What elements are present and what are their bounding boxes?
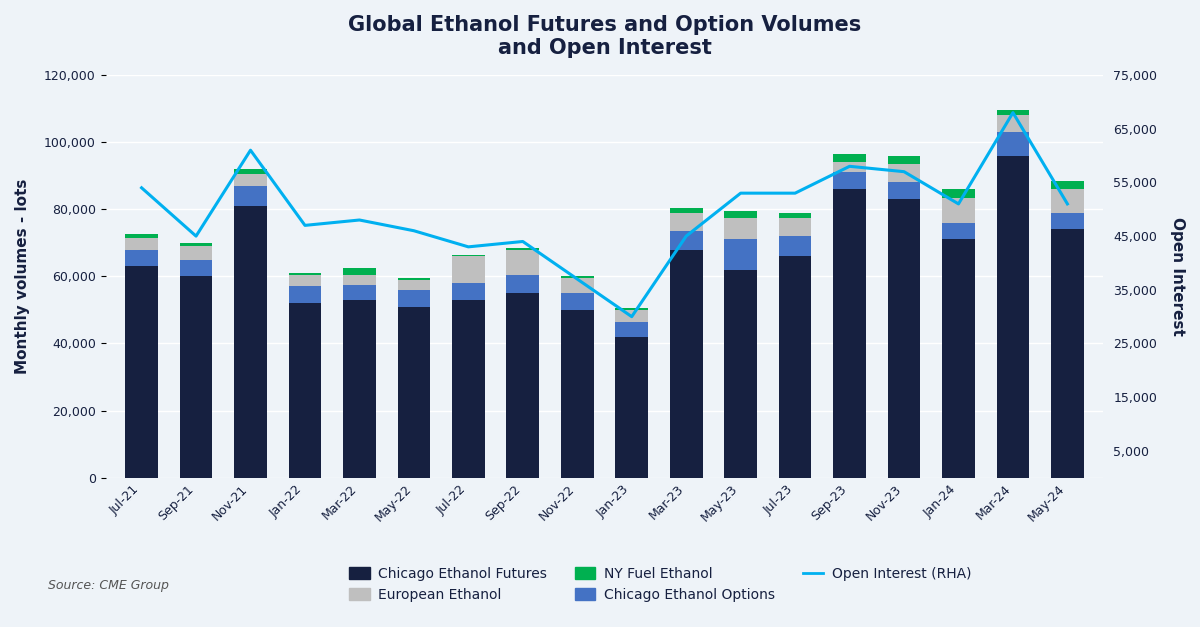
Title: Global Ethanol Futures and Option Volumes
and Open Interest: Global Ethanol Futures and Option Volume… — [348, 15, 862, 58]
Bar — [180, 260, 212, 277]
Bar — [997, 155, 1030, 478]
Bar — [289, 303, 322, 478]
Bar — [506, 248, 539, 250]
Bar — [779, 256, 811, 478]
Bar — [779, 213, 811, 218]
Bar — [1051, 189, 1084, 213]
Bar — [670, 213, 702, 231]
Bar — [560, 277, 594, 278]
Bar — [289, 287, 322, 303]
Bar — [180, 277, 212, 478]
Bar — [888, 182, 920, 199]
Bar — [452, 255, 485, 256]
Bar — [343, 268, 376, 275]
Bar — [833, 189, 866, 478]
Bar — [725, 218, 757, 240]
Bar — [833, 162, 866, 172]
Bar — [506, 275, 539, 293]
Bar — [180, 246, 212, 260]
Bar — [560, 293, 594, 310]
Bar — [343, 300, 376, 478]
Bar — [234, 174, 266, 186]
Bar — [725, 211, 757, 218]
Bar — [397, 280, 431, 290]
Bar — [234, 206, 266, 478]
Bar — [560, 310, 594, 478]
Bar — [942, 198, 974, 223]
Bar — [670, 231, 702, 250]
Bar — [289, 273, 322, 275]
Bar — [180, 243, 212, 246]
Bar — [125, 250, 158, 266]
Bar — [616, 337, 648, 478]
Bar — [452, 300, 485, 478]
Bar — [234, 186, 266, 206]
Bar — [289, 275, 322, 287]
Bar — [670, 208, 702, 213]
Bar — [997, 115, 1030, 132]
Bar — [1051, 213, 1084, 229]
Bar — [452, 256, 485, 283]
Bar — [888, 155, 920, 164]
Bar — [833, 154, 866, 162]
Bar — [670, 250, 702, 478]
Bar — [997, 110, 1030, 115]
Bar — [725, 270, 757, 478]
Bar — [397, 290, 431, 307]
Bar — [833, 172, 866, 189]
Legend: Chicago Ethanol Futures, European Ethanol, NY Fuel Ethanol, Chicago Ethanol Opti: Chicago Ethanol Futures, European Ethano… — [343, 561, 977, 608]
Bar — [452, 283, 485, 300]
Y-axis label: Open Interest: Open Interest — [1170, 217, 1186, 336]
Bar — [234, 169, 266, 174]
Bar — [397, 307, 431, 478]
Bar — [997, 132, 1030, 155]
Bar — [616, 310, 648, 322]
Bar — [1051, 181, 1084, 189]
Y-axis label: Monthly volumes - lots: Monthly volumes - lots — [14, 179, 30, 374]
Bar — [1051, 229, 1084, 478]
Text: Source: CME Group: Source: CME Group — [48, 579, 169, 593]
Bar — [506, 293, 539, 478]
Bar — [343, 275, 376, 285]
Bar — [616, 308, 648, 310]
Bar — [397, 278, 431, 280]
Bar — [725, 240, 757, 270]
Bar — [616, 322, 648, 337]
Bar — [942, 189, 974, 198]
Bar — [125, 234, 158, 238]
Bar — [779, 218, 811, 236]
Bar — [125, 266, 158, 478]
Bar — [942, 240, 974, 478]
Bar — [942, 223, 974, 240]
Bar — [888, 164, 920, 182]
Bar — [125, 238, 158, 250]
Bar — [506, 250, 539, 275]
Bar — [560, 278, 594, 293]
Bar — [779, 236, 811, 256]
Bar — [343, 285, 376, 300]
Bar — [888, 199, 920, 478]
